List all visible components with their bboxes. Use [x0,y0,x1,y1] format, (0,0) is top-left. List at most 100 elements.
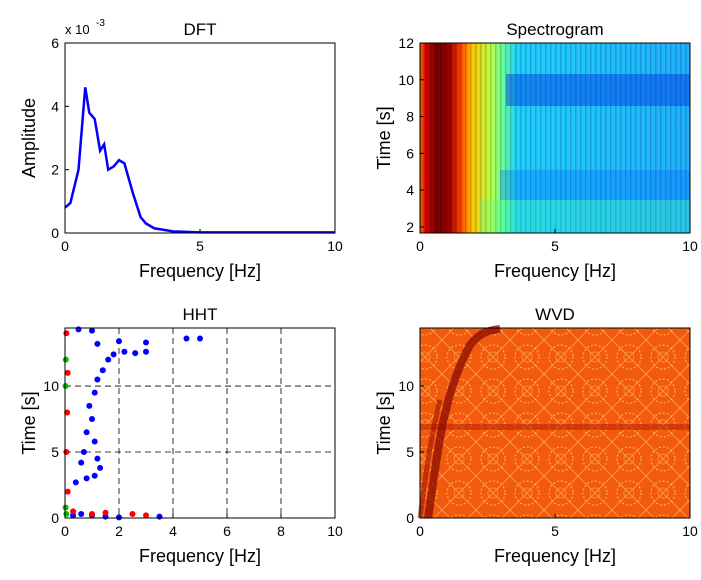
y-tick-label: 4 [51,98,59,114]
y-tick-label: 0 [51,225,59,241]
x-tick-label: 6 [223,523,231,539]
point [91,472,98,479]
y-tick-label: 5 [51,444,59,460]
point [75,326,82,333]
x-tick-label: 5 [551,523,559,539]
point [78,459,85,466]
point [83,475,90,482]
y-tick-label: 0 [51,510,59,526]
point [70,508,77,515]
point [86,402,93,409]
point [89,511,95,518]
point [91,438,98,445]
point [143,512,149,519]
point [62,504,69,511]
chart-title: WVD [535,305,575,324]
y-tick-label: 6 [406,145,414,161]
y-tick-label: 0 [406,510,414,526]
point [91,389,98,396]
point [97,464,104,471]
panel: 0 5 10 2 4 6 8 10 12 Spectrogram Frequency [Hz] Tim… [374,20,698,281]
point [72,479,79,486]
point [143,348,149,355]
y-tick-label: 12 [398,35,414,51]
y-tick-label: 10 [398,378,414,394]
x-tick-label: 0 [61,523,69,539]
plot-area [65,43,335,233]
x-axis-label: Frequency [Hz] [494,261,616,281]
wvd-image [417,325,690,519]
axes-frame [64,42,336,234]
point [78,511,85,518]
point [129,511,136,518]
chart-title: DFT [183,20,216,39]
point [156,513,163,520]
point [63,511,70,518]
y-tick-label: 4 [406,182,414,198]
y-tick-label: 10 [398,72,414,88]
y-tick-label: 2 [406,219,414,235]
point [102,509,109,516]
point [116,514,122,521]
y-axis-label: Time [s] [374,106,394,169]
point [110,351,117,358]
axes-frame [64,327,336,519]
x-tick-label: 10 [682,238,698,254]
x-tick-label: 10 [682,523,698,539]
axes-frame [419,327,691,519]
point [63,330,70,337]
point [64,369,71,376]
x-tick-label: 5 [551,238,559,254]
y-tick-label: 5 [406,444,414,460]
x-tick-label: 0 [416,238,424,254]
point [183,335,190,342]
point [80,449,87,456]
panel: 0 5 10 0 5 10 WVD Frequency [Hz] Time [s] [374,305,698,566]
x-axis-label: Frequency [Hz] [139,261,261,281]
point [94,455,101,462]
point [94,376,101,383]
y-axis-label: Time [s] [374,391,394,454]
x-tick-label: 2 [115,523,123,539]
chart-title: Spectrogram [506,20,603,39]
y-tick-label: 10 [43,378,59,394]
point [64,409,71,416]
spectrogram-image [420,43,690,233]
panel: 0 2 4 6 8 10 0 5 10 HHT Frequency [Hz] Time [s] [19,305,343,566]
point [116,338,122,345]
point [63,449,70,456]
point [121,348,128,355]
point [83,429,90,436]
x-axis-label: Frequency [Hz] [139,546,261,566]
point [64,488,71,495]
point [62,383,69,390]
y-tick-label: 6 [51,35,59,51]
point [105,356,112,363]
y-axis-label: Amplitude [19,98,39,178]
point [197,335,203,342]
x-tick-label: 5 [196,238,204,254]
x-axis-label: Frequency [Hz] [494,546,616,566]
point [143,339,149,346]
point [94,340,101,347]
y-axis-label: Time [s] [19,391,39,454]
y-tick-label: 2 [51,162,59,178]
x-tick-label: 0 [61,238,69,254]
chart-title: HHT [183,305,218,324]
point [89,327,95,334]
point [132,350,139,357]
point [62,356,69,363]
y-scale-base: x 10 [65,22,90,37]
y-scale-exponent: -3 [96,18,105,29]
x-tick-label: 8 [277,523,285,539]
plot-area [65,328,335,518]
x-tick-label: 0 [416,523,424,539]
axes-frame [419,42,691,234]
point [99,367,106,374]
y-tick-label: 8 [406,109,414,125]
x-tick-label: 10 [327,238,343,254]
point [89,416,95,423]
x-tick-label: 4 [169,523,177,539]
line [64,87,335,234]
